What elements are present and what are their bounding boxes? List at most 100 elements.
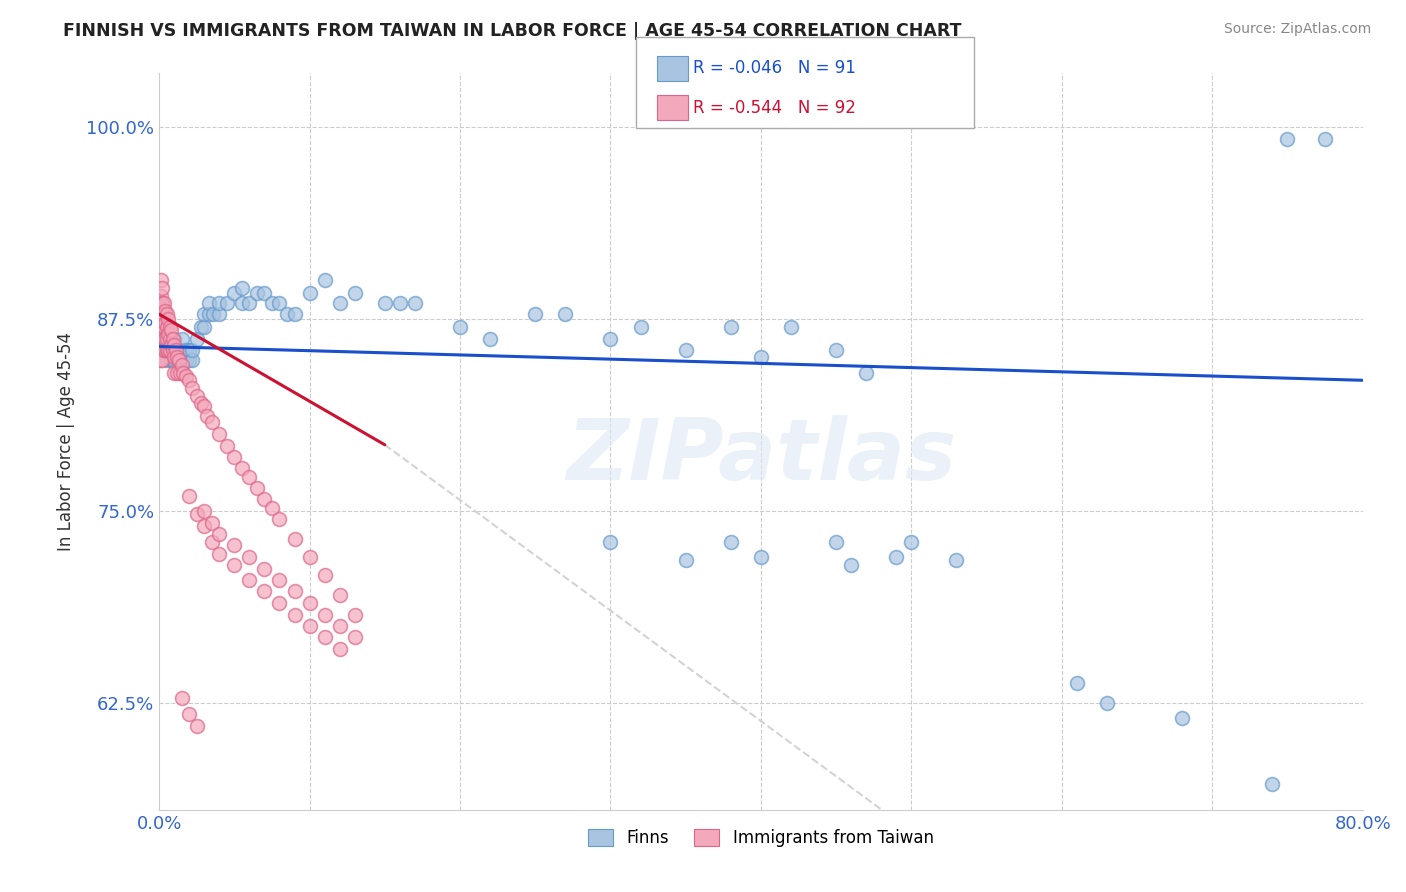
Point [215,296,238,310]
Point [231,281,253,295]
Point [208,527,231,541]
Point [675,553,697,567]
Point [170,332,193,346]
Point [152,307,174,321]
Point [231,461,253,475]
Point [153,319,176,334]
Point [208,307,231,321]
Point [186,332,208,346]
Point [149,273,172,287]
Text: ZIPatlas: ZIPatlas [565,415,956,498]
Point [159,332,181,346]
Point [343,285,366,300]
Point [156,307,179,321]
Point [231,296,253,310]
Point [780,319,803,334]
Point [246,285,269,300]
Point [298,285,321,300]
Point [149,332,172,346]
Point [167,353,190,368]
Point [163,338,186,352]
Point [150,307,173,321]
Legend: Finns, Immigrants from Taiwan: Finns, Immigrants from Taiwan [582,822,941,854]
Point [1171,711,1194,725]
Point [208,296,231,310]
Point [153,332,176,346]
Point [884,549,907,564]
Text: R = -0.544   N = 92: R = -0.544 N = 92 [693,99,856,117]
Point [190,319,212,334]
Point [404,296,426,310]
Text: R = -0.046   N = 91: R = -0.046 N = 91 [693,59,856,77]
Point [179,353,201,368]
Point [174,343,197,357]
Point [149,343,172,357]
Point [170,358,193,372]
Point [202,307,225,321]
Point [1313,132,1336,146]
Point [193,400,215,414]
Point [172,366,194,380]
Point [150,332,173,346]
Point [314,273,336,287]
Point [283,307,305,321]
Point [269,511,291,525]
Point [201,516,224,531]
Point [1066,676,1088,690]
Point [150,281,173,295]
Point [186,389,208,403]
Point [166,343,188,357]
Point [179,489,201,503]
Point [181,381,204,395]
Point [153,317,176,331]
Point [825,534,848,549]
Point [269,573,291,587]
Point [374,296,396,310]
Point [238,470,260,484]
Point [149,353,172,368]
Point [283,608,305,623]
Y-axis label: In Labor Force | Age 45-54: In Labor Force | Age 45-54 [58,332,75,551]
Point [166,353,188,368]
Point [449,319,471,334]
Point [224,558,246,572]
Point [749,549,772,564]
Point [174,368,197,383]
Point [329,619,352,633]
Point [153,304,176,318]
Point [253,491,276,506]
Point [283,532,305,546]
Point [153,343,176,357]
Point [314,630,336,644]
Point [162,343,184,357]
Point [224,285,246,300]
Point [165,343,187,357]
Point [160,338,183,352]
Text: FINNISH VS IMMIGRANTS FROM TAIWAN IN LABOR FORCE | AGE 45-54 CORRELATION CHART: FINNISH VS IMMIGRANTS FROM TAIWAN IN LAB… [63,22,962,40]
Point [150,311,173,326]
Point [152,332,174,346]
Point [343,608,366,623]
Point [179,373,201,387]
Point [170,353,193,368]
Point [157,343,180,357]
Point [524,307,547,321]
Point [157,311,180,326]
Point [156,343,179,357]
Point [314,568,336,582]
Point [260,296,283,310]
Point [153,332,176,346]
Point [163,366,186,380]
Point [193,504,215,518]
Point [253,583,276,598]
Point [157,332,180,346]
Point [193,519,215,533]
Point [238,573,260,587]
Point [174,353,197,368]
Point [156,319,179,334]
Point [152,319,174,334]
Point [157,327,180,342]
Point [1277,132,1299,146]
Point [945,553,967,567]
Point [152,319,174,334]
